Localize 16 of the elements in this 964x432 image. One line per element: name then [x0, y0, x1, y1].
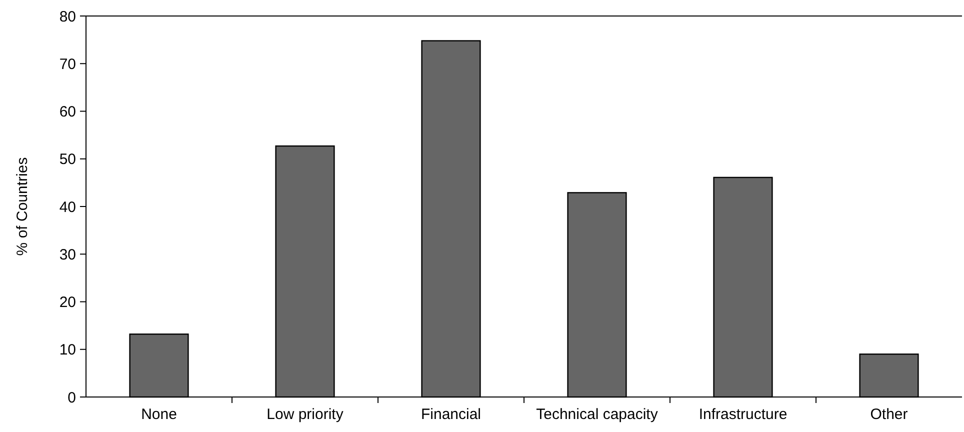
y-axis-title: % of Countries	[14, 157, 31, 256]
y-tick-label: 30	[59, 246, 76, 264]
x-tick-label: None	[141, 406, 177, 423]
x-tick-label: Infrastructure	[698, 406, 788, 423]
y-tick-label: 20	[59, 294, 76, 311]
y-tick-label: 80	[59, 8, 76, 26]
y-tick-label: 40	[59, 198, 76, 216]
y-tick-label: 10	[59, 342, 76, 359]
x-tick-label: Financial	[420, 406, 482, 423]
y-tick-label: 0	[68, 389, 76, 406]
y-tick-label: 70	[59, 56, 76, 73]
x-tick-label: Other	[870, 406, 908, 423]
y-tick-label: 50	[59, 151, 76, 168]
y-tick-label: 60	[59, 104, 76, 120]
x-tick-label: Low priority	[266, 406, 344, 423]
x-tick-label: Technical capacity	[536, 406, 658, 423]
